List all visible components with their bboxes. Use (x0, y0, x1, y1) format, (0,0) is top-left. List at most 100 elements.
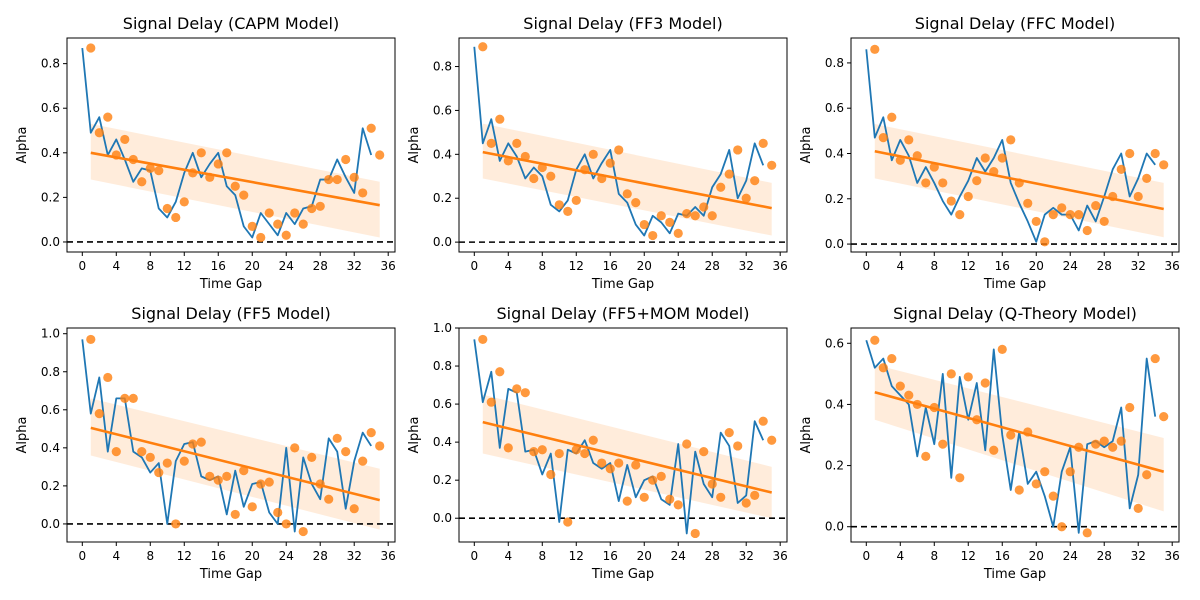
scatter-point (699, 447, 709, 457)
scatter-point (750, 176, 760, 186)
x-tick-label: 12 (569, 259, 584, 273)
scatter-point (324, 494, 334, 504)
x-tick-label: 8 (538, 549, 546, 563)
scatter-point (256, 232, 266, 243)
scatter-point (605, 158, 615, 168)
x-tick-label: 28 (705, 549, 720, 563)
scatter-point (349, 504, 359, 514)
y-tick-label: 0.0 (41, 235, 60, 249)
scatter-point (332, 433, 342, 443)
x-tick-label: 8 (538, 259, 546, 273)
scatter-point (870, 44, 880, 54)
y-tick-label: 0.8 (825, 56, 844, 70)
x-tick-label: 20 (245, 549, 260, 563)
x-tick-label: 36 (381, 549, 396, 563)
subplot-title: Signal Delay (FF5 Model) (131, 304, 330, 323)
scatter-point (980, 378, 990, 388)
scatter-point (358, 456, 368, 466)
scatter-point (1031, 479, 1041, 489)
scatter-point (1099, 216, 1109, 227)
scatter-point (366, 123, 376, 133)
scatter-point (154, 166, 164, 176)
scatter-point (1116, 436, 1126, 446)
subplot-q-theory: 0 4 8 12 16 20 24 28 32 36 0.0 0.2 0.4 0.6 Signal Dela… (799, 304, 1180, 582)
scatter-point (972, 176, 982, 186)
scatter-point (656, 211, 666, 221)
scatter-point (750, 490, 760, 500)
scatter-point (955, 473, 965, 483)
x-tick-label: 4 (112, 549, 120, 563)
x-tick-label: 12 (177, 259, 192, 273)
x-tick-label: 36 (381, 259, 396, 273)
scatter-point (137, 447, 147, 457)
scatter-point (870, 335, 880, 345)
scatter-point (1091, 200, 1101, 211)
x-tick-label: 28 (1097, 549, 1112, 563)
scatter-point (1142, 173, 1152, 184)
axes-frame (66, 327, 396, 543)
scatter-point (111, 447, 121, 457)
scatter-point (614, 458, 624, 468)
scatter-point (213, 475, 223, 485)
scatter-point (887, 353, 897, 364)
scatter-point (1142, 470, 1152, 480)
scatter-point (529, 447, 539, 457)
x-tick-label: 24 (1063, 259, 1078, 273)
subplot-title: Signal Delay (CAPM Model) (123, 14, 339, 33)
scatter-point (622, 189, 632, 199)
subplot-capm: 0 4 8 12 16 20 24 28 32 36 0.0 0.2 0.4 0.6 0.8 Signal D… (15, 14, 396, 292)
scatter-point (120, 134, 130, 145)
scatter-point (546, 469, 556, 480)
scatter-point (239, 466, 249, 476)
axes-frame (850, 37, 1180, 253)
x-tick-label: 32 (739, 549, 754, 563)
scatter-point (716, 492, 726, 502)
x-tick-label: 0 (470, 549, 478, 563)
scatter-point (758, 138, 768, 148)
alpha-series-line (81, 339, 372, 533)
scatter-point (1082, 528, 1092, 538)
scatter-point (546, 171, 556, 181)
y-tick-label: 1.0 (433, 321, 452, 335)
axes-frame (458, 37, 788, 253)
x-tick-label: 16 (995, 549, 1010, 563)
scatter-point (554, 200, 564, 210)
scatter-point (239, 190, 249, 200)
scatter-point (512, 138, 522, 148)
x-axis-label: Time Gap (983, 277, 1046, 292)
alpha-series-line (473, 46, 765, 237)
x-tick-label: 8 (146, 259, 154, 273)
scatter-point (980, 153, 990, 163)
scatter-point (247, 221, 257, 231)
scatter-point (878, 133, 888, 143)
subplot-title: Signal Delay (FFC Model) (915, 14, 1115, 33)
subplot-ffc: 0 4 8 12 16 20 24 28 32 36 0.0 0.2 0.4 0.6 0.8 Signal D… (799, 14, 1180, 292)
scatter-point (349, 172, 359, 182)
scatter-point (597, 458, 607, 468)
y-tick-label: 0.0 (41, 517, 60, 531)
x-tick-label: 36 (773, 549, 788, 563)
subplot-title: Signal Delay (Q-Theory Model) (893, 304, 1137, 323)
scatter-point (341, 447, 351, 457)
scatter-point (358, 188, 368, 198)
scatter-point (997, 344, 1007, 354)
scatter-point (478, 334, 488, 345)
y-tick-label: 0.4 (825, 146, 844, 160)
y-axis-label: Alpha (15, 127, 30, 164)
scatter-point (86, 334, 96, 345)
scatter-point (733, 441, 743, 451)
scatter-point (188, 439, 198, 449)
scatter-point (741, 193, 751, 203)
scatter-point (375, 441, 385, 451)
scatter-point (1133, 191, 1143, 202)
x-tick-label: 0 (862, 549, 870, 563)
y-tick-label: 0.2 (825, 192, 844, 206)
scatter-point (588, 435, 598, 445)
subplot-ff5-mom: 0 4 8 12 16 20 24 28 32 36 0.0 0.2 0.4 0.6 0.8 1.0 Signa… (407, 304, 788, 582)
scatter-point (103, 112, 113, 122)
scatter-point (1048, 491, 1058, 501)
x-tick-label: 12 (177, 549, 192, 563)
y-tick-label: 0.2 (433, 473, 452, 487)
x-axis-label: Time Gap (983, 567, 1046, 582)
scatter-point (767, 435, 777, 445)
